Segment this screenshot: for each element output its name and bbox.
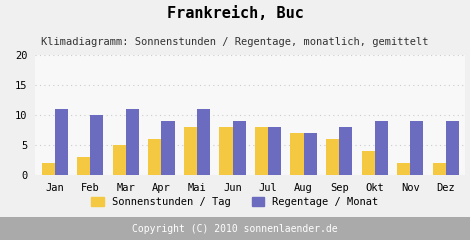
Bar xyxy=(148,139,161,175)
Bar xyxy=(126,109,139,175)
Bar xyxy=(375,121,388,175)
Bar xyxy=(161,121,174,175)
Bar xyxy=(42,163,55,175)
Bar xyxy=(446,121,459,175)
Bar xyxy=(326,139,339,175)
Bar xyxy=(410,121,423,175)
Bar xyxy=(77,157,90,175)
Bar xyxy=(233,121,246,175)
Bar xyxy=(290,133,304,175)
Bar xyxy=(113,145,126,175)
Text: Copyright (C) 2010 sonnenlaender.de: Copyright (C) 2010 sonnenlaender.de xyxy=(132,224,338,234)
Bar xyxy=(339,127,352,175)
Bar xyxy=(304,133,317,175)
Bar xyxy=(268,127,281,175)
Bar xyxy=(255,127,268,175)
Legend: Sonnenstunden / Tag, Regentage / Monat: Sonnenstunden / Tag, Regentage / Monat xyxy=(91,197,379,207)
Bar xyxy=(184,127,197,175)
Text: Frankreich, Buc: Frankreich, Buc xyxy=(166,6,304,21)
Bar xyxy=(397,163,410,175)
Bar xyxy=(432,163,446,175)
Bar xyxy=(55,109,68,175)
Bar xyxy=(90,115,103,175)
Bar xyxy=(197,109,210,175)
Bar xyxy=(219,127,233,175)
Bar xyxy=(361,151,375,175)
Text: Klimadiagramm: Sonnenstunden / Regentage, monatlich, gemittelt: Klimadiagramm: Sonnenstunden / Regentage… xyxy=(41,37,429,47)
